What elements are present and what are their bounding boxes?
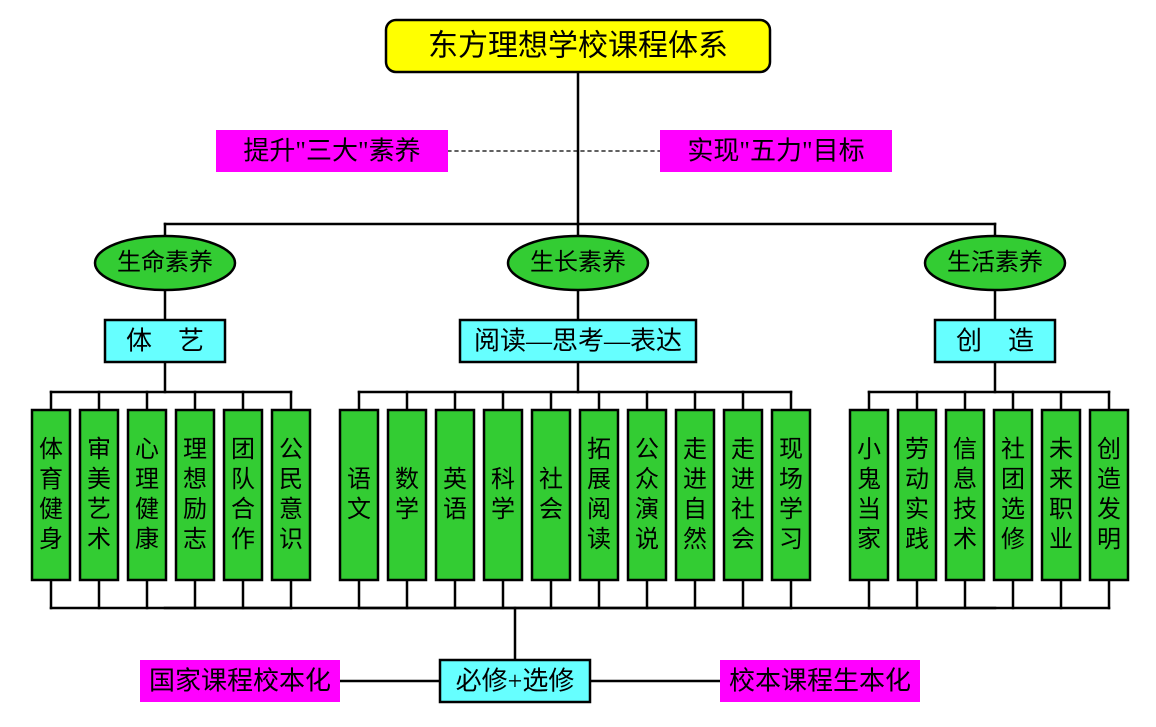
- svg-text:场: 场: [779, 467, 803, 493]
- svg-text:发: 发: [1097, 496, 1121, 523]
- svg-text:学: 学: [779, 496, 803, 523]
- svg-text:科: 科: [491, 466, 515, 493]
- svg-text:作: 作: [231, 526, 255, 553]
- svg-text:审: 审: [87, 436, 111, 463]
- svg-text:众: 众: [635, 466, 659, 493]
- svg-text:文: 文: [347, 496, 371, 523]
- svg-text:社: 社: [539, 466, 563, 493]
- svg-text:术: 术: [87, 526, 111, 553]
- svg-text:公: 公: [279, 437, 303, 463]
- mid-label-text: 实现"五力"目标: [687, 137, 864, 166]
- svg-text:职: 职: [1049, 497, 1073, 523]
- svg-text:明: 明: [1097, 527, 1121, 553]
- svg-text:会: 会: [539, 496, 563, 523]
- svg-text:社: 社: [731, 496, 755, 523]
- svg-text:体: 体: [39, 436, 63, 463]
- svg-text:术: 术: [953, 526, 977, 553]
- ellipse-label: 生活素养: [947, 249, 1043, 276]
- bottom-center-label: 必修+选修: [456, 667, 575, 696]
- svg-text:健: 健: [39, 496, 63, 523]
- svg-text:语: 语: [443, 497, 467, 523]
- svg-text:识: 识: [279, 527, 303, 553]
- svg-text:身: 身: [39, 526, 63, 553]
- svg-text:阅: 阅: [587, 496, 611, 523]
- svg-text:民: 民: [279, 467, 303, 493]
- svg-text:学: 学: [491, 496, 515, 523]
- ellipse-label: 生命素养: [117, 249, 213, 276]
- svg-text:合: 合: [231, 496, 255, 523]
- svg-text:团: 团: [1001, 467, 1025, 493]
- svg-text:技: 技: [953, 496, 977, 523]
- svg-text:健: 健: [135, 496, 159, 523]
- svg-text:创: 创: [1097, 436, 1121, 463]
- svg-text:美: 美: [87, 466, 111, 493]
- svg-text:志: 志: [183, 526, 207, 553]
- svg-text:选: 选: [1001, 496, 1025, 523]
- svg-text:信: 信: [953, 436, 977, 463]
- title: 东方理想学校课程体系: [428, 30, 728, 63]
- svg-text:育: 育: [39, 466, 63, 493]
- svg-text:进: 进: [731, 467, 755, 493]
- svg-text:然: 然: [683, 526, 707, 553]
- svg-text:团: 团: [231, 437, 255, 463]
- svg-text:理: 理: [135, 467, 159, 493]
- svg-text:践: 践: [905, 526, 929, 553]
- svg-text:公: 公: [635, 437, 659, 463]
- svg-text:实: 实: [905, 496, 929, 523]
- svg-text:动: 动: [905, 466, 929, 493]
- svg-text:英: 英: [443, 466, 467, 493]
- svg-text:展: 展: [587, 467, 611, 493]
- bottom-right-label: 校本课程生本化: [729, 667, 911, 696]
- bottom-left-label: 国家课程校本化: [149, 667, 331, 696]
- svg-text:小: 小: [857, 436, 881, 463]
- svg-text:现: 现: [779, 437, 803, 463]
- ellipse-label: 生长素养: [530, 249, 626, 276]
- svg-text:说: 说: [635, 526, 659, 553]
- svg-text:来: 来: [1049, 466, 1073, 493]
- svg-text:想: 想: [183, 466, 207, 493]
- svg-text:学: 学: [395, 496, 419, 523]
- svg-text:队: 队: [231, 466, 255, 493]
- svg-text:读: 读: [587, 526, 611, 553]
- svg-text:意: 意: [279, 496, 303, 523]
- svg-text:习: 习: [779, 527, 803, 553]
- svg-text:劳: 劳: [905, 436, 929, 463]
- svg-text:语: 语: [347, 467, 371, 493]
- svg-text:走: 走: [683, 436, 707, 463]
- svg-text:社: 社: [1001, 436, 1025, 463]
- svg-text:进: 进: [683, 467, 707, 493]
- svg-text:修: 修: [1001, 526, 1025, 553]
- svg-text:励: 励: [183, 496, 207, 523]
- svg-text:走: 走: [731, 436, 755, 463]
- svg-text:业: 业: [1049, 526, 1073, 553]
- svg-text:未: 未: [1049, 436, 1073, 463]
- svg-text:心: 心: [135, 437, 159, 463]
- svg-text:会: 会: [731, 526, 755, 553]
- svg-text:造: 造: [1097, 466, 1121, 493]
- svg-text:鬼: 鬼: [857, 466, 881, 493]
- svg-text:数: 数: [395, 466, 419, 493]
- category-label: 体 艺: [126, 327, 204, 356]
- svg-text:息: 息: [953, 466, 977, 493]
- category-label: 创 造: [956, 327, 1034, 356]
- svg-text:演: 演: [635, 496, 659, 523]
- svg-text:理: 理: [183, 437, 207, 463]
- svg-text:拓: 拓: [587, 436, 611, 463]
- svg-text:当: 当: [857, 496, 881, 523]
- svg-text:艺: 艺: [87, 496, 111, 523]
- category-label: 阅读—思考—表达: [474, 327, 682, 356]
- svg-text:自: 自: [683, 496, 707, 523]
- mid-label-text: 提升"三大"素养: [243, 137, 420, 166]
- svg-text:康: 康: [135, 526, 159, 553]
- svg-text:家: 家: [857, 526, 881, 553]
